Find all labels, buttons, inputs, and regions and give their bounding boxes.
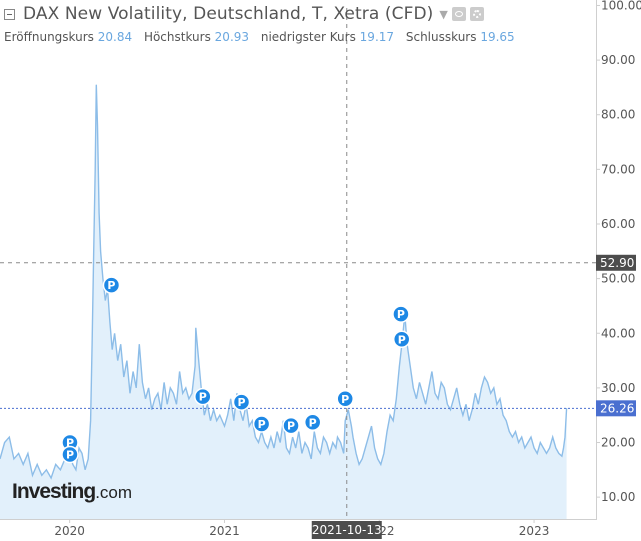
event-marker[interactable]: P bbox=[336, 390, 354, 408]
event-marker-label: P bbox=[287, 420, 295, 433]
y-tick-label: 100.00 bbox=[601, 0, 641, 12]
close-label: Schlusskurs bbox=[405, 30, 477, 44]
event-marker-label: P bbox=[341, 393, 349, 406]
y-tick-label: 80.00 bbox=[601, 108, 635, 122]
logo-brand: Investing bbox=[12, 480, 96, 503]
crosshair-price-badge bbox=[596, 254, 636, 271]
event-marker-circle bbox=[194, 387, 212, 406]
ohlc-values: Eröffnungskurs 20.84 Höchstkurs 20.93 ni… bbox=[4, 30, 523, 44]
crosshair-date-label: 2021-10-13 bbox=[312, 523, 382, 537]
low-label: niedrigster Kurs bbox=[260, 30, 356, 44]
y-tick-label: 40.00 bbox=[601, 326, 635, 340]
investing-logo: Investing.com bbox=[12, 480, 132, 504]
event-marker-label: P bbox=[258, 418, 266, 431]
chart-header: DAX New Volatility, Deutschland, T, Xetr… bbox=[0, 0, 600, 48]
event-marker[interactable]: P bbox=[194, 387, 212, 406]
event-marker[interactable]: P bbox=[232, 393, 251, 411]
y-tick-label: 20.00 bbox=[601, 436, 635, 450]
event-marker-label: P bbox=[398, 333, 406, 346]
y-tick-label: 30.00 bbox=[601, 381, 635, 395]
y-tick-label: 50.00 bbox=[601, 272, 635, 286]
last-price-label: 26.26 bbox=[600, 401, 634, 415]
event-marker-circle bbox=[102, 276, 121, 294]
high-value: 20.93 bbox=[214, 30, 250, 44]
logo-suffix: .com bbox=[95, 483, 133, 502]
gear-icon[interactable] bbox=[469, 7, 484, 21]
event-marker-label: P bbox=[66, 437, 74, 450]
event-marker[interactable]: P bbox=[392, 305, 410, 323]
event-marker-circle bbox=[336, 390, 354, 408]
event-marker-circle bbox=[282, 416, 300, 435]
low-value: 19.17 bbox=[359, 30, 395, 44]
eye-icon[interactable] bbox=[451, 7, 466, 21]
x-tick-label: 2023 bbox=[519, 524, 550, 538]
x-tick-label: 2021 bbox=[209, 524, 240, 538]
event-marker-circle bbox=[252, 415, 271, 433]
high-label: Höchstkurs bbox=[143, 30, 211, 44]
axis-highlight-labels: 52.90 26.26 2021-10-13 bbox=[311, 254, 636, 539]
event-marker[interactable]: P bbox=[303, 413, 322, 432]
y-tick-label: 10.00 bbox=[601, 490, 635, 504]
event-marker[interactable]: P bbox=[102, 276, 121, 294]
instrument-title[interactable]: DAX New Volatility, Deutschland, T, Xetr… bbox=[23, 4, 434, 24]
event-marker-circle bbox=[392, 330, 411, 349]
event-marker[interactable]: P bbox=[282, 416, 300, 435]
event-marker-label: P bbox=[66, 449, 74, 462]
last-price-badge bbox=[596, 400, 636, 417]
price-axis[interactable]: 10.00 20.00 30.00 40.00 50.00 60.00 70.00 80.00… bbox=[596, 0, 641, 504]
open-label: Eröffnungskurs bbox=[4, 30, 94, 44]
event-marker-label: P bbox=[107, 279, 115, 292]
event-marker-label: P bbox=[397, 308, 405, 321]
y-tick-label: 60.00 bbox=[601, 217, 635, 231]
price-area-fill bbox=[0, 84, 567, 519]
time-axis[interactable]: 2020202120222023 bbox=[54, 519, 549, 538]
event-marker[interactable]: P bbox=[252, 415, 271, 433]
event-marker[interactable]: P bbox=[61, 445, 79, 464]
crosshair-date-badge bbox=[311, 521, 382, 539]
title-row: DAX New Volatility, Deutschland, T, Xetr… bbox=[4, 4, 484, 24]
collapse-icon[interactable] bbox=[4, 8, 15, 20]
price-series-line bbox=[0, 84, 568, 480]
x-tick-label: 2020 bbox=[54, 524, 85, 538]
event-marker-label: P bbox=[199, 391, 207, 404]
event-marker-label: P bbox=[309, 416, 317, 429]
event-marker-label: P bbox=[237, 396, 245, 409]
crosshair-price-label: 52.90 bbox=[600, 256, 634, 270]
open-value: 20.84 bbox=[97, 30, 133, 44]
event-marker-circle bbox=[392, 305, 410, 323]
y-tick-label: 90.00 bbox=[601, 53, 635, 67]
event-marker[interactable]: P bbox=[392, 330, 411, 349]
event-marker-circle bbox=[61, 445, 79, 464]
close-value: 19.65 bbox=[480, 30, 515, 44]
chevron-down-icon[interactable]: ▼ bbox=[439, 7, 448, 21]
event-marker-circle bbox=[303, 413, 322, 432]
y-tick-label: 70.00 bbox=[601, 162, 635, 176]
event-marker-circle bbox=[232, 393, 251, 411]
